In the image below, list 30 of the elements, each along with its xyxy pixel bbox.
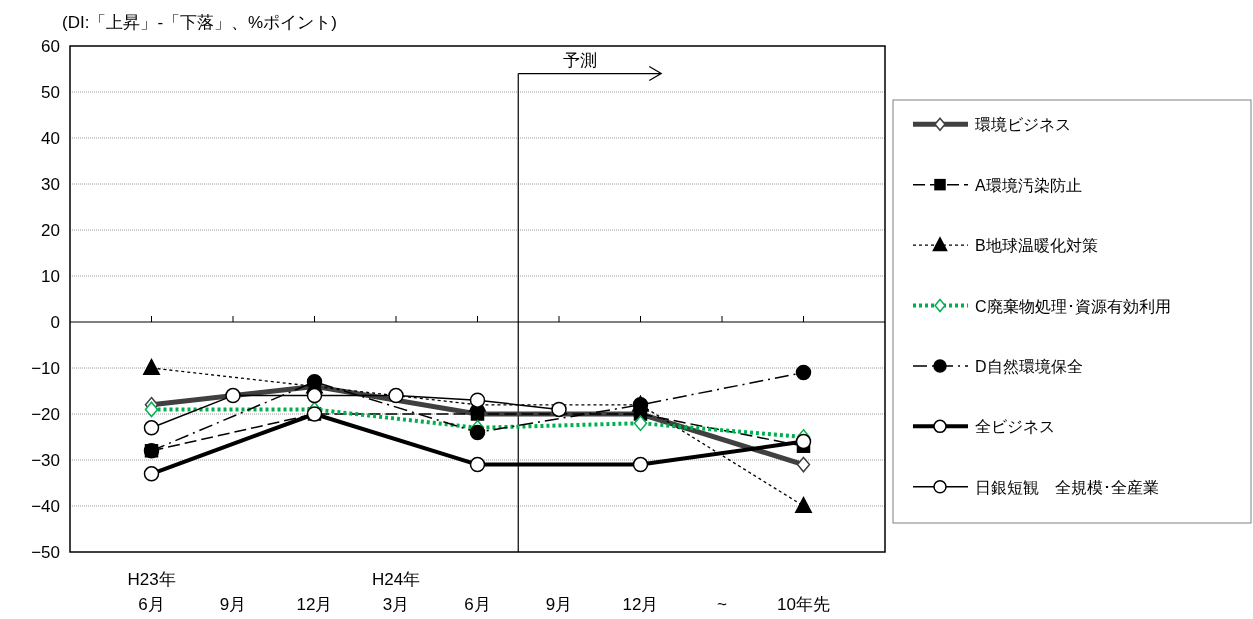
y-tick-label: 10 xyxy=(41,267,60,286)
y-tick-label: 50 xyxy=(41,83,60,102)
y-tick-label: −30 xyxy=(31,451,60,470)
x-tick-label: 12月 xyxy=(296,595,333,614)
x-tick-label: H23年 6月 xyxy=(127,570,176,614)
y-axis-title: (DI:「上昇」-「下落」、%ポイント) xyxy=(62,13,337,32)
y-tick-label: −10 xyxy=(31,359,60,378)
x-tick-label: 9月 xyxy=(219,595,247,614)
legend-label: 全ビジネス xyxy=(975,418,1055,436)
x-tick-label: H24年 3月 xyxy=(371,570,421,614)
annotation: 予測 xyxy=(562,50,597,70)
x-tick-label: 12月 xyxy=(622,595,659,614)
y-tick-label: −50 xyxy=(31,543,60,562)
legend-label: B地球温暖化対策 xyxy=(975,237,1098,255)
legend-label: 日銀短観 全規模･全産業 xyxy=(975,478,1159,496)
x-tick-label: 10年先 xyxy=(777,595,830,614)
x-tick-label: 9月 xyxy=(545,595,573,614)
y-tick-label: −40 xyxy=(31,497,60,516)
y-tick-label: 0 xyxy=(50,313,60,332)
legend-label: D自然環境保全 xyxy=(975,357,1083,375)
legend-label: A環境汚染防止 xyxy=(975,176,1082,194)
x-tick-label: ~ xyxy=(717,595,728,614)
legend-label: 環境ビジネス xyxy=(975,116,1071,134)
y-tick-label: 40 xyxy=(41,129,60,148)
legend-label: C廃棄物処理･資源有効利用 xyxy=(975,297,1171,315)
x-tick-label: 6月 xyxy=(464,595,491,614)
y-tick-label: −20 xyxy=(31,405,60,424)
y-tick-label: 30 xyxy=(41,175,60,194)
y-tick-label: 60 xyxy=(41,37,60,56)
y-tick-label: 20 xyxy=(41,221,60,240)
